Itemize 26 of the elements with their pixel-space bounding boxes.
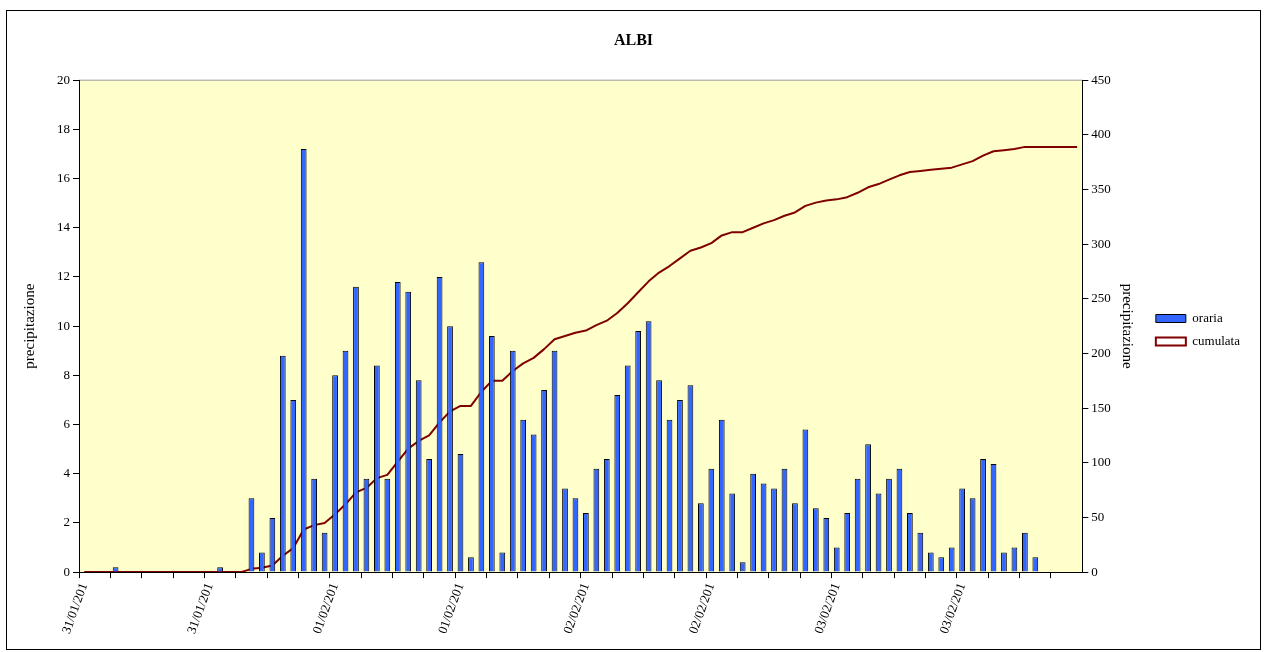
y-tick-label: 20	[57, 71, 70, 87]
y-tick-label: 4	[63, 465, 71, 481]
legend-label: oraria	[1192, 309, 1223, 325]
y-tick-label: 8	[63, 366, 70, 382]
y2-tick-label: 150	[1091, 399, 1111, 415]
y2-tick-label: 450	[1091, 71, 1111, 87]
y-tick-label: 14	[57, 219, 71, 235]
y-tick-label: 12	[57, 268, 70, 284]
y2-tick-label: 350	[1091, 180, 1111, 196]
y-tick-label: 2	[63, 514, 70, 530]
y-tick-label: 10	[57, 317, 70, 333]
y2-tick-label: 250	[1091, 290, 1111, 306]
y2-tick-label: 0	[1091, 563, 1098, 579]
y2-tick-label: 50	[1091, 508, 1105, 524]
y2-tick-label: 200	[1091, 344, 1111, 360]
y-tick-label: 0	[63, 563, 70, 579]
y-axis-title: precipitazione	[20, 283, 37, 369]
y-tick-label: 18	[57, 120, 70, 136]
y2-tick-label: 300	[1091, 235, 1111, 251]
y2-axis-title: precipitazione	[1119, 283, 1136, 369]
legend-label: cumulata	[1192, 332, 1241, 348]
y-tick-label: 16	[57, 170, 71, 186]
y2-tick-label: 100	[1091, 454, 1111, 470]
chart-title: ALBI	[613, 30, 654, 48]
y-tick-label: 6	[63, 415, 71, 431]
y2-tick-label: 400	[1091, 126, 1111, 142]
